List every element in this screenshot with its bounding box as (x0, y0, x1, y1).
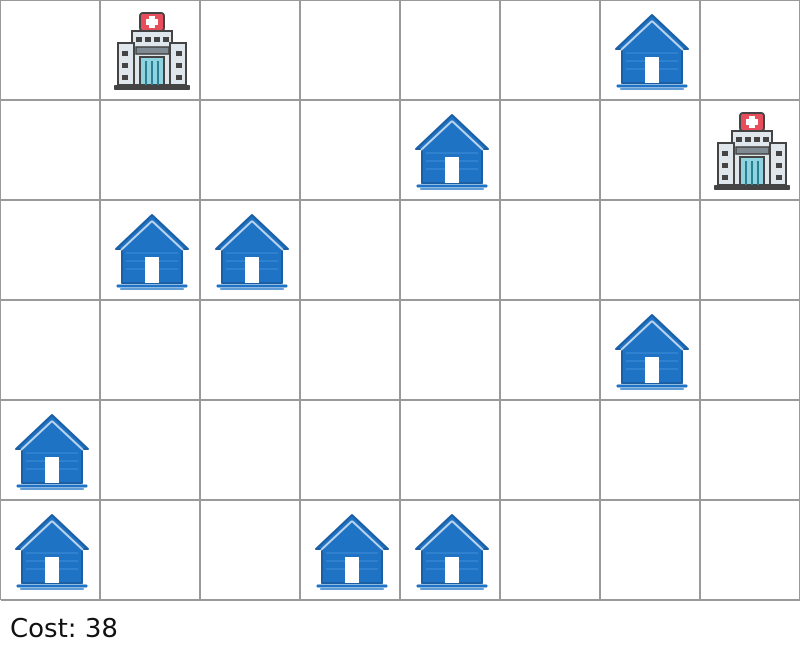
grid-cell[interactable] (101, 1, 201, 101)
grid-cell[interactable] (601, 101, 701, 201)
grid-cell[interactable] (201, 1, 301, 101)
cost-label: Cost: 38 (10, 614, 118, 644)
grid-cell[interactable] (301, 101, 401, 201)
grid-cell[interactable] (101, 301, 201, 401)
grid-cell[interactable] (701, 401, 800, 501)
grid-cell[interactable] (101, 101, 201, 201)
grid-cell[interactable] (201, 501, 301, 601)
grid-cell[interactable] (201, 101, 301, 201)
grid-cell[interactable] (401, 201, 501, 301)
grid-cell[interactable] (101, 401, 201, 501)
grid-cell[interactable] (401, 401, 501, 501)
grid-cell[interactable] (1, 501, 101, 601)
grid-cell[interactable] (301, 401, 401, 501)
grid-cell[interactable] (601, 401, 701, 501)
grid-cell[interactable] (1, 301, 101, 401)
grid-cell[interactable] (301, 1, 401, 101)
grid-cell[interactable] (601, 201, 701, 301)
grid-cell[interactable] (701, 1, 800, 101)
grid-cell[interactable] (1, 401, 101, 501)
grid-cell[interactable] (601, 501, 701, 601)
grid-cell[interactable] (1, 101, 101, 201)
grid-cell[interactable] (401, 301, 501, 401)
grid-cell[interactable] (201, 301, 301, 401)
grid-cell[interactable] (1, 1, 101, 101)
grid-cell[interactable] (701, 201, 800, 301)
grid-cell[interactable] (401, 1, 501, 101)
grid-cell[interactable] (201, 401, 301, 501)
grid-cell[interactable] (301, 501, 401, 601)
grid-cell[interactable] (401, 501, 501, 601)
grid-cell[interactable] (301, 301, 401, 401)
grid-cell[interactable] (301, 201, 401, 301)
grid-cell[interactable] (101, 501, 201, 601)
grid-cell[interactable] (701, 301, 800, 401)
grid-cell[interactable] (701, 101, 800, 201)
grid-cell[interactable] (101, 201, 201, 301)
grid-cell[interactable] (601, 301, 701, 401)
grid-cell[interactable] (501, 201, 601, 301)
grid-cell[interactable] (501, 301, 601, 401)
grid-cell[interactable] (401, 101, 501, 201)
grid-cell[interactable] (1, 201, 101, 301)
grid-cell[interactable] (601, 1, 701, 101)
grid-cell[interactable] (501, 401, 601, 501)
grid-cell[interactable] (201, 201, 301, 301)
grid-cell[interactable] (501, 1, 601, 101)
game-board (0, 0, 800, 601)
grid-cell[interactable] (501, 501, 601, 601)
grid-cell[interactable] (701, 501, 800, 601)
grid-cell[interactable] (501, 101, 601, 201)
